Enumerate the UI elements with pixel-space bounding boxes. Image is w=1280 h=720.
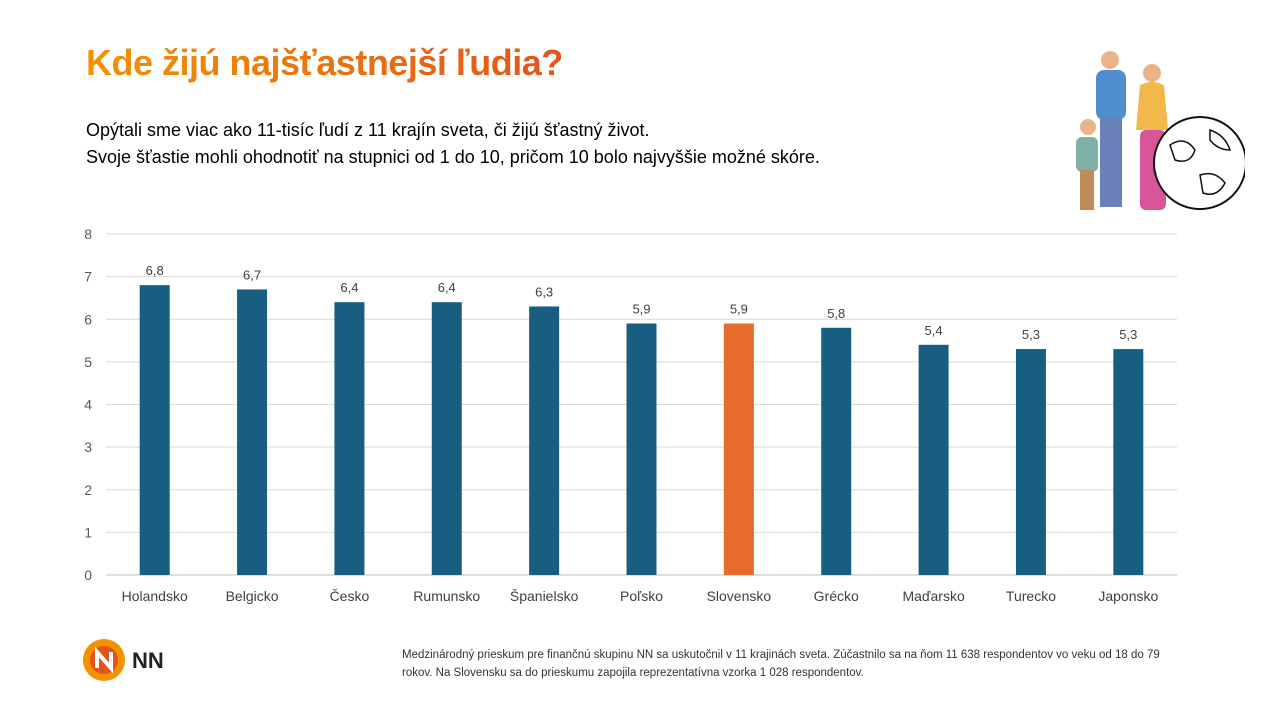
- bar-holandsko: [139, 285, 170, 575]
- bar-japonsko: [1113, 349, 1144, 575]
- x-tick-label: Turecko: [1006, 588, 1056, 604]
- data-label: 5,9: [632, 302, 650, 317]
- bar-španielsko: [529, 306, 560, 575]
- nn-logo-icon: [83, 639, 125, 681]
- logo-text: NN: [132, 648, 164, 673]
- x-tick-label: Holandsko: [122, 588, 188, 604]
- data-label: 5,3: [1119, 327, 1137, 342]
- x-tick-label: Poľsko: [620, 588, 663, 604]
- y-tick-label: 0: [84, 567, 92, 583]
- y-tick-label: 2: [84, 482, 92, 498]
- x-tick-label: Slovensko: [707, 588, 772, 604]
- bar-maďarsko: [918, 344, 949, 575]
- bar-poľsko: [626, 323, 657, 575]
- y-tick-label: 6: [84, 311, 92, 327]
- y-tick-label: 7: [84, 269, 92, 285]
- x-tick-label: Grécko: [814, 588, 859, 604]
- page-title: Kde žijú najšťastnejší ľudia?: [86, 42, 563, 83]
- data-label: 6,7: [243, 267, 261, 282]
- subtitle-line-2: Svoje šťastie mohli ohodnotiť na stupnic…: [86, 147, 820, 167]
- y-tick-label: 1: [84, 524, 92, 540]
- bar-turecko: [1015, 349, 1046, 575]
- bar-grécko: [821, 327, 852, 575]
- bar-belgicko: [237, 289, 268, 575]
- x-tick-label: Maďarsko: [902, 588, 965, 604]
- data-label: 5,9: [730, 302, 748, 317]
- data-label: 6,4: [438, 280, 456, 295]
- x-tick-label: Japonsko: [1098, 588, 1158, 604]
- y-tick-label: 3: [84, 439, 92, 455]
- bar-česko: [334, 302, 365, 575]
- data-label: 5,8: [827, 306, 845, 321]
- footnote: Medzinárodný prieskum pre finančnú skupi…: [402, 649, 1160, 679]
- bar-slovensko: [723, 323, 754, 575]
- data-label: 5,4: [925, 323, 943, 338]
- x-tick-label: Rumunsko: [413, 588, 480, 604]
- x-tick-label: Španielsko: [510, 588, 579, 604]
- family-globe-illustration: [1076, 51, 1245, 210]
- y-tick-label: 4: [84, 397, 92, 413]
- bar-rumunsko: [431, 302, 462, 575]
- data-label: 6,8: [146, 263, 164, 278]
- data-label: 6,3: [535, 284, 553, 299]
- y-tick-label: 5: [84, 354, 92, 370]
- x-tick-label: Česko: [330, 588, 370, 604]
- y-tick-label: 8: [84, 226, 92, 242]
- x-tick-label: Belgicko: [226, 588, 279, 604]
- subtitle-line-1: Opýtali sme viac ako 11-tisíc ľudí z 11 …: [86, 120, 650, 140]
- data-label: 6,4: [340, 280, 358, 295]
- data-label: 5,3: [1022, 327, 1040, 342]
